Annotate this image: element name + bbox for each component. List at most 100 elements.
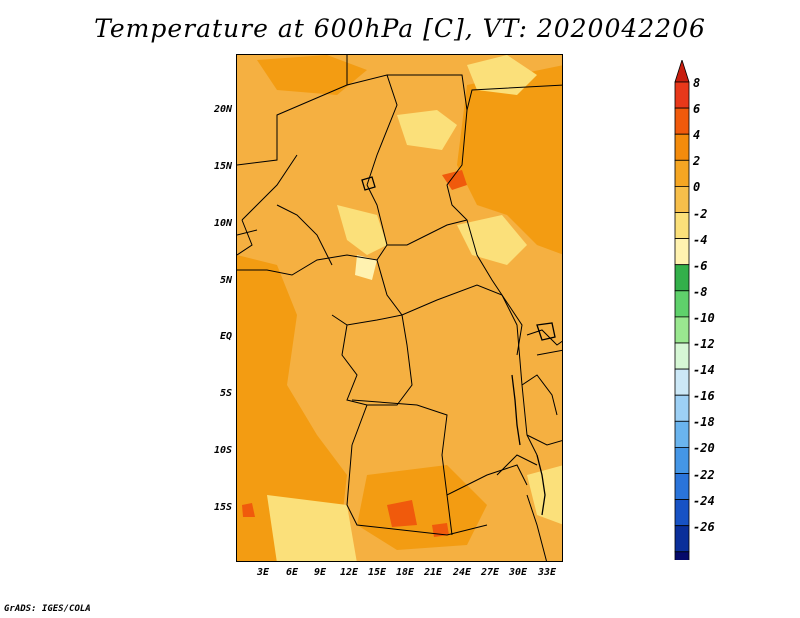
colorbar-tick-label: -8 bbox=[693, 284, 708, 299]
colorbar-tick-label: -14 bbox=[693, 363, 715, 378]
colorbar-tick-label: 4 bbox=[693, 128, 701, 143]
lake-nyasa bbox=[536, 454, 546, 516]
colorbar-tick-label: -12 bbox=[693, 337, 715, 351]
colorbar-tick-label: -20 bbox=[693, 441, 715, 456]
lake-chad bbox=[361, 176, 376, 191]
lat-label: EQ bbox=[219, 331, 232, 342]
colorbar-tick-label: -16 bbox=[693, 389, 715, 404]
colorbar-segment bbox=[674, 212, 690, 240]
colorbar-top-arrow bbox=[674, 60, 690, 83]
pale-zone-center bbox=[355, 255, 377, 280]
border-21 bbox=[521, 374, 558, 416]
border-16 bbox=[241, 154, 298, 221]
temperature-map bbox=[236, 54, 563, 562]
lon-label: 24E bbox=[452, 567, 472, 578]
grads-credit: GrADS: IGES/COLA bbox=[4, 604, 91, 614]
lat-label: 15N bbox=[213, 161, 232, 172]
border-14 bbox=[446, 494, 453, 536]
colorbar-tick-label: -6 bbox=[693, 258, 708, 273]
border-8 bbox=[331, 314, 403, 326]
colorbar-segment bbox=[674, 107, 690, 135]
colorbar-segment bbox=[674, 420, 690, 448]
lat-label: 20N bbox=[213, 104, 232, 115]
border-23 bbox=[526, 494, 547, 561]
warm-zone-west bbox=[237, 255, 347, 561]
colorbar-segment bbox=[674, 186, 690, 213]
border-19 bbox=[526, 329, 562, 346]
colorbar-segment bbox=[674, 290, 690, 318]
border-4 bbox=[466, 84, 562, 111]
colorbar-tick-label: -2 bbox=[693, 206, 708, 221]
colorbar-segment bbox=[674, 264, 690, 292]
lon-label: 33E bbox=[537, 567, 557, 578]
border-7 bbox=[376, 259, 523, 356]
border-5 bbox=[366, 184, 468, 246]
hot-spot-zambia bbox=[387, 500, 417, 527]
hot-spot-angola bbox=[242, 503, 255, 517]
lat-label: 15S bbox=[213, 502, 232, 513]
colorbar-segment bbox=[674, 368, 690, 396]
lat-label: 5S bbox=[219, 388, 232, 399]
border-15 bbox=[526, 434, 562, 446]
colorbar-segment bbox=[674, 499, 690, 527]
colorbar-segment bbox=[674, 159, 690, 187]
hot-spot-chad bbox=[442, 170, 467, 190]
colorbar-tick-label: -24 bbox=[693, 493, 715, 508]
border-1 bbox=[237, 74, 398, 186]
colorbar-tick-label: 8 bbox=[693, 76, 701, 90]
lon-label: 6E bbox=[285, 567, 299, 578]
border-9 bbox=[341, 324, 368, 406]
colorbar-segment bbox=[674, 81, 690, 109]
colorbar-segment bbox=[674, 473, 690, 501]
colorbar-tick-label: -18 bbox=[693, 415, 715, 430]
border-18 bbox=[237, 219, 253, 256]
colorbar-segment bbox=[674, 342, 690, 370]
colorbar-tick-label: 0 bbox=[693, 180, 701, 195]
cool-zone-north-1 bbox=[397, 110, 457, 150]
border-22 bbox=[496, 454, 538, 476]
colorbar bbox=[674, 60, 690, 560]
lat-label: 10S bbox=[213, 445, 232, 456]
lon-label: 18E bbox=[395, 567, 415, 578]
border-13 bbox=[346, 444, 488, 536]
lake-victoria bbox=[536, 322, 556, 341]
border-24 bbox=[237, 229, 258, 236]
colorbar-segment bbox=[674, 238, 690, 266]
colorbar-tick-label: 6 bbox=[693, 102, 701, 117]
colorbar-segment bbox=[674, 446, 690, 474]
lon-label: 30E bbox=[508, 567, 528, 578]
colorbar-tick-label: 2 bbox=[693, 154, 701, 169]
colorbar-segment bbox=[674, 525, 690, 553]
lat-label: 5N bbox=[219, 275, 232, 286]
colorbar-tick-label: -22 bbox=[693, 467, 715, 482]
lakes bbox=[361, 176, 556, 516]
lon-label: 27E bbox=[480, 567, 500, 578]
lon-label: 12E bbox=[339, 567, 359, 578]
warm-zone-north bbox=[257, 55, 367, 95]
cool-zone-east bbox=[457, 215, 527, 265]
lake-tanganyika bbox=[511, 374, 521, 446]
lon-label: 15E bbox=[367, 567, 387, 578]
border-17 bbox=[276, 204, 333, 266]
colorbar-segment bbox=[674, 133, 690, 161]
lon-label: 9E bbox=[313, 567, 327, 578]
colorbar-segment bbox=[674, 394, 690, 422]
colorbar-tick-label: -26 bbox=[693, 519, 715, 534]
warm-zone-northeast bbox=[457, 65, 562, 255]
country-borders bbox=[237, 55, 562, 561]
border-10 bbox=[351, 314, 413, 446]
lon-label: 21E bbox=[423, 567, 443, 578]
colorbar-segment bbox=[674, 316, 690, 344]
border-20 bbox=[536, 349, 562, 356]
lat-label: 10N bbox=[213, 218, 232, 229]
colorbar-tick-label: -4 bbox=[693, 232, 708, 247]
cool-zone-north-2 bbox=[467, 55, 537, 95]
cool-zone-south bbox=[267, 495, 357, 561]
cool-zone-center bbox=[337, 205, 387, 255]
map-title: Temperature at 600hPa [C], VT: 202004220… bbox=[94, 14, 706, 43]
map-canvas bbox=[237, 55, 562, 561]
colorbar-segment bbox=[674, 551, 690, 560]
lon-label: 3E bbox=[256, 567, 270, 578]
border-3 bbox=[387, 74, 503, 296]
colorbar-tick-label: -10 bbox=[693, 310, 715, 325]
